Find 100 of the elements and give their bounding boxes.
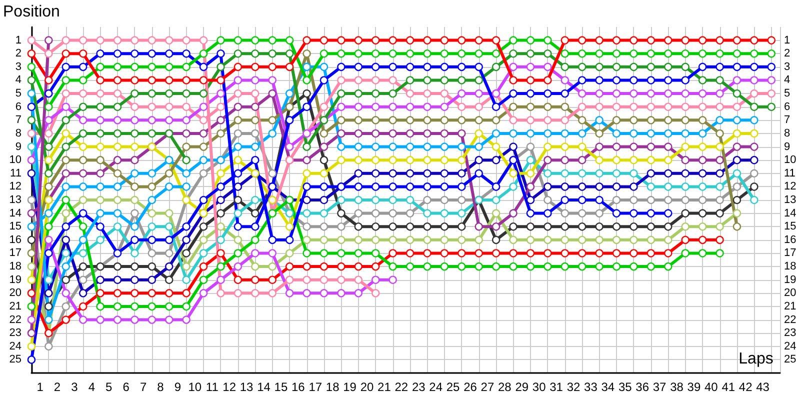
point: [612, 142, 621, 151]
point: [406, 262, 414, 271]
point: [372, 129, 380, 138]
y2-tick-label: 18: [784, 260, 796, 273]
y-tick-label: 1: [15, 34, 22, 46]
point: [526, 62, 535, 72]
point: [526, 129, 535, 138]
point: [320, 129, 328, 138]
point: [27, 50, 36, 58]
point: [320, 289, 328, 298]
point: [440, 142, 449, 151]
point: [62, 89, 70, 98]
point: [130, 249, 139, 258]
point: [27, 89, 36, 98]
point: [78, 289, 88, 298]
point: [560, 116, 570, 124]
point: [148, 276, 156, 284]
point: [182, 182, 190, 191]
y-tick-label: 20: [9, 287, 22, 300]
point: [27, 142, 36, 151]
y2-tick-label: 15: [784, 220, 796, 233]
y2-tick-label: 11: [784, 167, 796, 180]
point: [62, 316, 70, 324]
point: [732, 156, 742, 164]
point: [474, 102, 483, 111]
point: [182, 276, 190, 284]
point: [578, 169, 586, 178]
y-tick-label: 18: [9, 260, 22, 273]
point: [595, 50, 604, 58]
point: [62, 182, 70, 191]
point: [62, 209, 70, 218]
point: [560, 102, 570, 111]
x-tick-label: 9: [174, 380, 182, 394]
point: [440, 196, 449, 204]
point: [96, 129, 104, 138]
point: [251, 209, 260, 218]
point: [423, 50, 432, 58]
point: [113, 169, 122, 178]
y2-tick-label: 3: [784, 60, 790, 73]
point: [560, 50, 570, 58]
point: [560, 196, 570, 204]
point: [216, 62, 225, 72]
point: [199, 142, 208, 151]
point: [630, 76, 638, 84]
point: [492, 142, 500, 151]
point: [234, 102, 242, 111]
point: [526, 116, 535, 124]
point: [268, 262, 276, 271]
point: [612, 209, 621, 218]
point: [440, 249, 449, 258]
point: [27, 102, 36, 111]
point: [268, 276, 276, 284]
point: [251, 222, 260, 231]
y-tick-label: 14: [9, 207, 22, 220]
point: [44, 276, 53, 284]
point: [630, 222, 638, 231]
point: [681, 116, 690, 124]
point: [113, 102, 122, 111]
point: [630, 182, 638, 191]
point: [509, 36, 518, 44]
point: [165, 262, 174, 271]
point: [595, 116, 604, 124]
point: [388, 169, 397, 178]
point: [458, 236, 466, 244]
point: [148, 236, 156, 244]
point: [509, 169, 518, 178]
point: [251, 50, 260, 58]
point: [337, 76, 346, 84]
point: [44, 156, 53, 164]
x-tick-label: 23: [412, 380, 426, 394]
point: [96, 76, 104, 84]
y-tick-label: 16: [9, 234, 22, 246]
point: [182, 102, 190, 111]
point: [216, 182, 225, 191]
point: [113, 276, 122, 284]
point: [113, 76, 122, 84]
point: [406, 156, 414, 164]
point: [646, 222, 656, 231]
point: [234, 196, 242, 204]
point: [199, 36, 208, 44]
point: [732, 50, 742, 58]
point: [96, 169, 104, 178]
point: [612, 182, 621, 191]
point: [354, 236, 363, 244]
point: [354, 76, 363, 84]
x-tick-label: 21: [378, 380, 392, 394]
point: [78, 102, 88, 111]
point: [182, 316, 190, 324]
point: [458, 62, 466, 72]
point: [199, 289, 208, 298]
y-tick-label: 3: [15, 60, 22, 73]
point: [474, 76, 483, 84]
point: [646, 182, 656, 191]
point: [354, 262, 363, 271]
x-tick-label: 19: [343, 380, 357, 394]
point: [492, 36, 500, 44]
point: [526, 236, 535, 244]
point: [698, 50, 707, 58]
point: [62, 169, 70, 178]
point: [767, 50, 776, 58]
